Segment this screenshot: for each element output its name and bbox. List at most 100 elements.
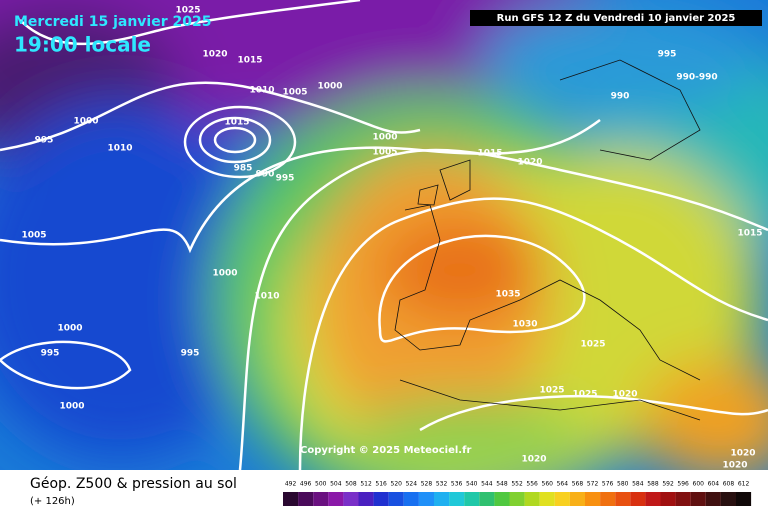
isobar-label: 1000 <box>59 402 84 412</box>
colorbar-swatch <box>464 492 480 506</box>
isobar-label: 1015 <box>224 118 249 128</box>
isobar-label: 1035 <box>495 290 520 300</box>
isobar-label: 1025 <box>175 6 200 16</box>
colorbar-label: 592 <box>662 481 674 488</box>
isobar-label: 1015 <box>737 229 762 239</box>
isobar-label: 1005 <box>21 231 46 241</box>
colorbar-label: 564 <box>557 481 569 488</box>
colorbar-swatch <box>539 492 555 506</box>
colorbar-swatch <box>615 492 631 506</box>
colorbar-swatch <box>494 492 510 506</box>
colorbar-label: 520 <box>391 481 403 488</box>
isobar-label: 1025 <box>572 390 597 400</box>
isobar-label: 1000 <box>317 82 342 92</box>
colorbar-swatch <box>328 492 344 506</box>
colorbar-swatch <box>509 492 525 506</box>
colorbar-swatch <box>736 492 752 506</box>
colorbar-label: 584 <box>632 481 644 488</box>
isobar-label: 995 <box>181 349 200 359</box>
colorbar-label: 576 <box>602 481 614 488</box>
isobar-label: 1010 <box>254 292 279 302</box>
isobar-label: 1025 <box>580 340 605 350</box>
isobar-label: 1010 <box>107 144 132 154</box>
isobar-label: 1000 <box>73 117 98 127</box>
colorbar-label: 500 <box>315 481 327 488</box>
isobar-label: 1005 <box>282 88 307 98</box>
colorbar-label: 600 <box>693 481 705 488</box>
colorbar-swatch <box>630 492 646 506</box>
colorbar-label: 548 <box>496 481 508 488</box>
colorbar-swatch <box>569 492 585 506</box>
colorbar-label: 588 <box>647 481 659 488</box>
isobar-label: 990 <box>611 92 630 102</box>
isobar-label: 1020 <box>521 455 546 465</box>
colorbar-swatch <box>283 492 299 506</box>
colorbar-label: 528 <box>421 481 433 488</box>
isobar-label: 1005 <box>372 148 397 158</box>
copyright: Copyright © 2025 Meteociel.fr <box>300 445 471 456</box>
colorbar-label: 572 <box>587 481 599 488</box>
colorbar-swatch <box>298 492 314 506</box>
isobar-label: 1010 <box>249 86 274 96</box>
colorbar-swatch <box>403 492 419 506</box>
colorbar-label: 556 <box>526 481 538 488</box>
isobar-label: 995 <box>35 136 54 146</box>
colorbar-label: 508 <box>345 481 357 488</box>
colorbar-swatch <box>600 492 616 506</box>
isobar-label: 1020 <box>517 158 542 168</box>
valid-date: Mercredi 15 janvier 2025 <box>14 14 211 30</box>
colorbar-label: 608 <box>723 481 735 488</box>
isobars <box>0 0 768 470</box>
isobar-label: 995 <box>276 174 295 184</box>
colorbar-swatch <box>524 492 540 506</box>
isobar-label: 985 <box>234 164 253 174</box>
isobar-label: 990 <box>256 170 275 180</box>
colorbar-swatch <box>690 492 706 506</box>
footer-title: Géop. Z500 & pression au sol <box>30 476 237 492</box>
isobar-label: 1025 <box>539 386 564 396</box>
colorbar-swatch <box>358 492 374 506</box>
isobar-label: 1020 <box>730 449 755 459</box>
colorbar-label: 524 <box>406 481 418 488</box>
run-box <box>470 10 762 26</box>
colorbar-label: 504 <box>330 481 342 488</box>
colorbar-label: 612 <box>738 481 750 488</box>
colorbar-swatch <box>554 492 570 506</box>
colorbar-swatch <box>418 492 434 506</box>
valid-time: 19:00 locale <box>14 33 151 57</box>
isobar-label: 995 <box>658 50 677 60</box>
colorbar-label: 512 <box>360 481 372 488</box>
colorbar-swatch <box>705 492 721 506</box>
colorbar-label: 596 <box>677 481 689 488</box>
isobar-label: 1000 <box>212 269 237 279</box>
coastlines <box>394 59 701 421</box>
colorbar-swatch <box>585 492 601 506</box>
run-info: Run GFS 12 Z du Vendredi 10 janvier 2025 <box>497 13 736 24</box>
isobar-label: 1020 <box>612 390 637 400</box>
isobar-label: 1015 <box>477 149 502 159</box>
colorbar-swatch <box>479 492 495 506</box>
colorbar-swatch <box>645 492 661 506</box>
isobar-label: 1030 <box>512 320 537 330</box>
colorbar-swatch <box>434 492 450 506</box>
colorbar-swatch <box>388 492 404 506</box>
colorbar-swatch <box>373 492 389 506</box>
isobar-label: 995 <box>41 349 60 359</box>
isobar-label: 1015 <box>237 56 262 66</box>
colorbar-label: 560 <box>542 481 554 488</box>
colorbar-label: 568 <box>572 481 584 488</box>
isobar-label: 1020 <box>202 50 227 60</box>
colorbar-label: 516 <box>375 481 387 488</box>
colorbar-label: 492 <box>285 481 297 488</box>
colorbar-label: 536 <box>451 481 463 488</box>
colorbar-swatch <box>313 492 329 506</box>
colorbar-label: 544 <box>481 481 493 488</box>
colorbar-swatch <box>675 492 691 506</box>
isobar-label: 1000 <box>372 133 397 143</box>
colorbar-swatch <box>660 492 676 506</box>
colorbar-label: 532 <box>436 481 448 488</box>
isobar-label: 1020 <box>722 461 747 471</box>
footer-lead: (+ 126h) <box>30 496 75 507</box>
